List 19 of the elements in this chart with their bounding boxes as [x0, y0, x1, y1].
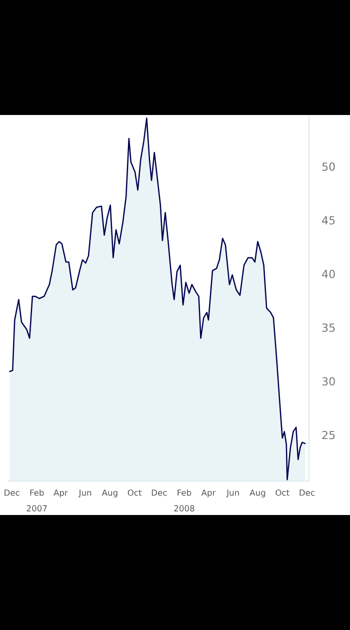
y-tick-label: 35	[322, 323, 335, 332]
x-tick-label: Apr	[54, 490, 68, 498]
x-tick-label: Jun	[78, 490, 92, 498]
x-tick-label: Dec	[4, 490, 20, 496]
x-tick-label: Aug	[250, 490, 266, 498]
x-tick-label: Aug	[102, 490, 118, 498]
x-tick-label: Feb 2008	[174, 489, 194, 512]
x-tick-label: Jun	[226, 490, 239, 498]
x-tick-label: Dec	[152, 490, 167, 496]
y-tick-label: 50	[322, 162, 335, 171]
x-tick-label: Feb 2007	[26, 489, 47, 512]
y-tick-label: 25	[322, 430, 335, 440]
x-tick-label: Apr	[201, 490, 216, 498]
x-tick-label: Oct	[128, 489, 142, 496]
x-tick-label: Dec	[300, 490, 315, 496]
y-tick-label: 45	[322, 216, 335, 225]
y-tick-label: 40	[322, 270, 335, 278]
y-tick-label: 30	[322, 377, 335, 386]
x-tick-label: Oct	[276, 489, 290, 496]
